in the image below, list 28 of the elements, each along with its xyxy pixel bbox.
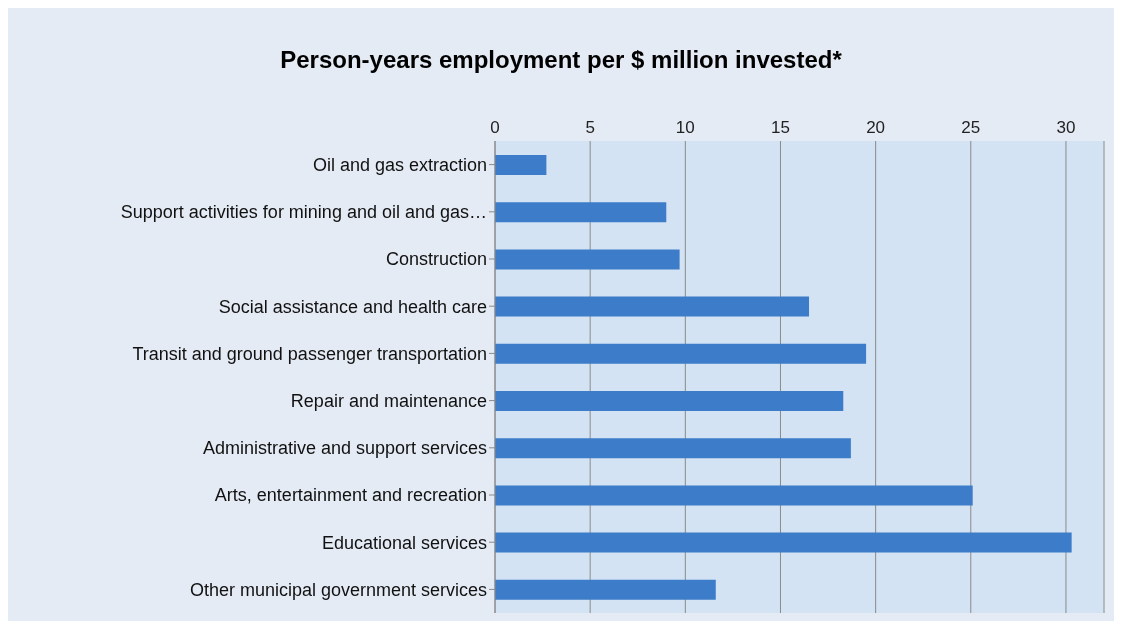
bar	[495, 202, 667, 223]
x-tick-label: 20	[866, 118, 886, 137]
y-tick-label: Educational services	[321, 532, 487, 553]
y-tick-label: Construction	[385, 249, 487, 270]
y-tick-label: Other municipal government services	[189, 579, 487, 600]
x-tick-label: 0	[490, 118, 500, 137]
y-tick-label: Transit and ground passenger transportation	[132, 343, 487, 364]
bar	[495, 438, 851, 459]
y-tick-label: Repair and maintenance	[290, 390, 487, 411]
chart-title: Person-years employment per $ million invested*	[279, 45, 843, 75]
y-tick-label: Social assistance and health care	[218, 296, 487, 317]
bar	[495, 296, 810, 317]
bar	[495, 249, 680, 270]
bar	[495, 391, 844, 411]
x-tick-label: 30	[1056, 118, 1076, 137]
x-tick-label: 5	[585, 118, 595, 137]
bar	[495, 579, 716, 600]
bar	[495, 343, 867, 364]
bar	[495, 155, 547, 175]
y-tick-label: Administrative and support services	[202, 438, 487, 459]
x-tick-label: 15	[771, 118, 790, 137]
y-tick-label: Arts, entertainment and recreation	[214, 485, 487, 506]
x-tick-label: 25	[961, 118, 981, 137]
bar	[495, 532, 1072, 553]
y-tick-label: Oil and gas extraction	[312, 154, 487, 175]
y-tick-label: Support activities for mining and oil and gas…	[120, 202, 487, 223]
x-tick-label: 10	[675, 118, 695, 137]
bar	[495, 485, 973, 506]
